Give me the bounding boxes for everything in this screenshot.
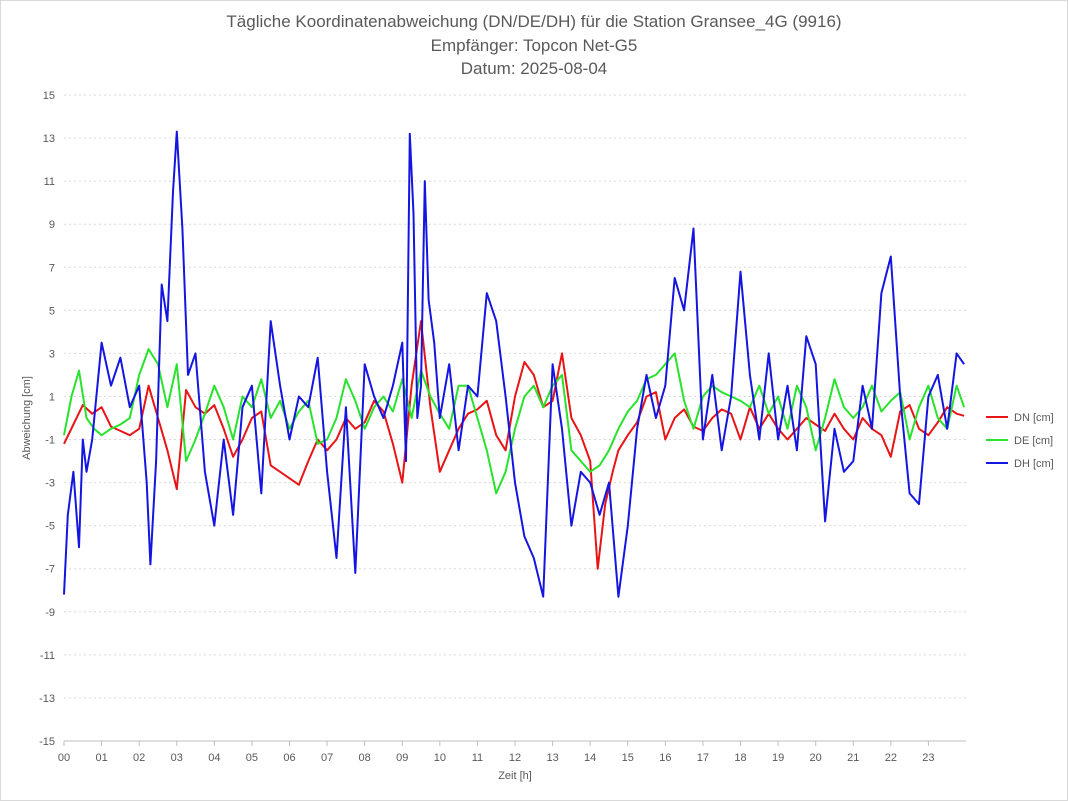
x-tick-label: 16	[659, 752, 671, 764]
y-tick-label: 5	[49, 305, 55, 317]
x-axis-title: Zeit [h]	[498, 770, 532, 782]
series-line-dh	[63, 130, 965, 598]
y-tick-label: -15	[39, 736, 55, 748]
chart-subtitle-receiver: Empfänger: Topcon Net-G5	[430, 36, 638, 55]
x-tick-label: 22	[885, 752, 897, 764]
series-line-de	[63, 348, 966, 495]
x-tick-label: 18	[734, 752, 746, 764]
x-tick-label: 08	[359, 752, 371, 764]
x-tick-label: 00	[58, 752, 70, 764]
y-axis-ticks: 15 13 11 9 7 5 3 1 -1 -3 -5 -7 -9 -11 -13 -15	[39, 90, 55, 748]
y-axis-title: Abweichung [cm]	[21, 376, 33, 460]
legend: DN [cm] DE [cm] DH [cm]	[986, 412, 1054, 470]
legend-label: DE [cm]	[1014, 435, 1053, 447]
chart-title: Tägliche Koordinatenabweichung (DN/DE/DH…	[226, 12, 842, 31]
x-tick-label: 20	[810, 752, 822, 764]
x-tick-label: 14	[584, 752, 596, 764]
x-tick-label: 19	[772, 752, 784, 764]
x-tick-label: 05	[246, 752, 258, 764]
x-tick-label: 11	[472, 752, 483, 764]
x-tick-label: 21	[847, 752, 859, 764]
x-tick-label: 07	[321, 752, 333, 764]
y-tick-label: 9	[49, 219, 55, 231]
x-tick-label: 10	[434, 752, 446, 764]
x-tick-label: 17	[697, 752, 709, 764]
legend-label: DH [cm]	[1014, 458, 1054, 470]
x-tick-label: 06	[283, 752, 295, 764]
x-axis-ticks: 00 01 02 03 04 05 06 07 08 09 10 11 12 13 14 15 16 17 18 19…	[58, 741, 935, 764]
x-tick-label: 01	[95, 752, 107, 764]
y-tick-label: -9	[45, 607, 55, 619]
x-tick-label: 03	[171, 752, 183, 764]
chart-subtitle-date: Datum: 2025-08-04	[460, 59, 608, 78]
legend-label: DN [cm]	[1014, 412, 1054, 424]
y-tick-label: -7	[45, 564, 55, 576]
x-tick-label: 09	[396, 752, 408, 764]
x-tick-label: 15	[622, 752, 634, 764]
y-tick-label: -5	[45, 521, 55, 533]
x-tick-label: 13	[546, 752, 558, 764]
x-tick-label: 02	[133, 752, 145, 764]
y-tick-label: 3	[49, 348, 55, 360]
x-tick-label: 04	[208, 752, 220, 764]
y-tick-label: 13	[43, 133, 55, 145]
y-tick-label: -11	[40, 650, 55, 662]
y-tick-label: 15	[43, 90, 55, 102]
y-tick-label: -13	[39, 693, 55, 705]
y-tick-label: 11	[44, 176, 55, 188]
series-lines	[63, 130, 966, 598]
x-tick-label: 23	[922, 752, 934, 764]
y-tick-label: 7	[49, 262, 55, 274]
y-tick-label: -3	[45, 478, 55, 490]
y-tick-label: -1	[45, 435, 55, 447]
y-tick-label: 1	[49, 391, 55, 403]
series-line-dn	[63, 320, 965, 570]
x-tick-label: 12	[509, 752, 521, 764]
